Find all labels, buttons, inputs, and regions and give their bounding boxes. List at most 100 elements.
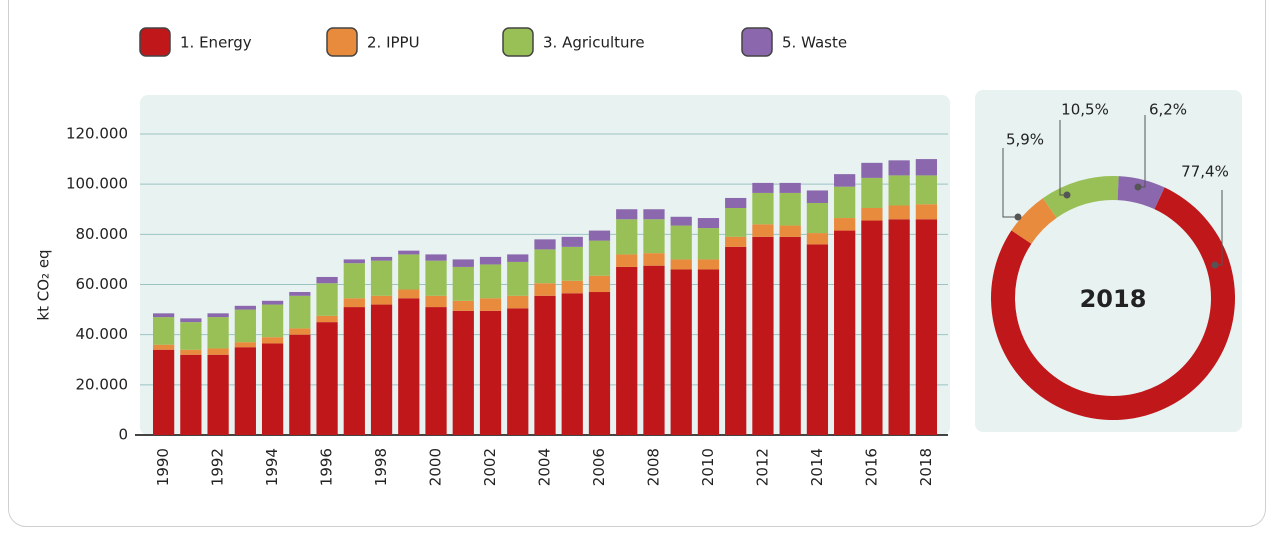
bar-segment (180, 322, 202, 350)
bar-segment (861, 162, 883, 178)
bar-segment (452, 300, 474, 311)
x-tick-label: 1990 (154, 448, 172, 486)
bar-segment (806, 233, 829, 245)
bar-segment (234, 347, 256, 435)
slice-label: 10,5% (1061, 101, 1109, 119)
bar-segment (725, 246, 747, 435)
bar-segment (561, 280, 583, 294)
bar-segment (588, 230, 611, 241)
bar-segment (152, 317, 175, 345)
bar-segment (888, 175, 910, 206)
bar-segment (643, 209, 665, 220)
bar-segment (643, 219, 665, 254)
bar-segment (425, 307, 447, 435)
x-tick-label: 1996 (318, 448, 336, 486)
bar-segment (834, 218, 856, 231)
legend-swatch (139, 27, 171, 57)
x-tick-label: 2016 (862, 448, 880, 486)
leader-dot (1063, 191, 1071, 199)
bar-segment (207, 317, 229, 349)
bar-segment (452, 310, 474, 435)
bar-segment (752, 236, 774, 435)
bar-segment (479, 298, 502, 311)
slice-label: 5,9% (1006, 131, 1044, 149)
bar-segment (725, 207, 747, 237)
x-tick-label: 1998 (372, 448, 390, 486)
bar-segment (507, 261, 529, 296)
y-tick-label: 120.000 (66, 125, 128, 143)
bar-segment (289, 334, 311, 435)
bar-segment (425, 295, 447, 308)
bar-segment (452, 259, 474, 267)
bar-segment (534, 283, 556, 296)
bar-segment (725, 197, 747, 208)
bar-segment (888, 205, 910, 220)
legend-swatch (502, 27, 534, 57)
bar-segment (152, 344, 175, 350)
bar-segment (343, 307, 365, 435)
bar-segment (888, 160, 910, 176)
x-tick-label: 2008 (644, 448, 662, 486)
donut-slice (1042, 176, 1119, 218)
bar-segment (752, 182, 774, 193)
bar-segment (152, 349, 175, 435)
bar-segment (343, 263, 365, 299)
bar-segment (534, 249, 556, 284)
leader-dot (1014, 213, 1022, 221)
y-tick-label: 100.000 (66, 175, 128, 193)
bar-segment (915, 204, 938, 220)
y-tick-label: 40.000 (76, 325, 129, 343)
x-tick-label: 2012 (753, 448, 771, 486)
bar-segment (425, 260, 447, 296)
bar-segment (180, 349, 202, 355)
bar-segment (534, 239, 556, 250)
legend-label: 5. Waste (782, 34, 847, 52)
bar-segment (234, 342, 256, 348)
bar-segment (861, 207, 883, 221)
frame (8, 0, 1266, 527)
leader-line (1002, 148, 1018, 218)
bar-segment (289, 292, 311, 296)
bar-segment (779, 192, 801, 226)
bar-segment (316, 315, 338, 323)
bar-segment (861, 177, 883, 208)
bar-segment (670, 259, 692, 270)
donut-slice (1011, 198, 1057, 244)
x-tick-label: 2004 (536, 448, 554, 486)
x-tick-label: 2018 (917, 448, 935, 486)
bar-segment (343, 259, 365, 264)
slice-label: 6,2% (1149, 101, 1187, 119)
bar-segment (861, 220, 883, 435)
x-tick-label: 1992 (209, 448, 227, 486)
bar-segment (289, 295, 311, 329)
bar-segment (398, 298, 420, 435)
leader-dot (1134, 183, 1142, 191)
bar-segment (616, 209, 638, 220)
x-tick-label: 2000 (427, 448, 445, 486)
bar-segment (234, 309, 256, 343)
bar-segment (398, 250, 420, 255)
bar-segment (425, 254, 447, 261)
bar-segment (370, 304, 393, 435)
bar-segment (180, 354, 202, 435)
bar-segment (915, 219, 938, 435)
bar-segment (261, 300, 284, 305)
bar-segment (725, 236, 747, 247)
bar-segment (234, 305, 256, 310)
x-tick-label: 1994 (263, 448, 281, 486)
bar-segment (398, 289, 420, 299)
bar-segment (616, 219, 638, 255)
donut-center-label: 2018 (1080, 285, 1147, 313)
bar-segment (207, 348, 229, 355)
bar-segment (888, 219, 910, 435)
bar-segment (370, 256, 393, 261)
bar-segment (697, 259, 720, 270)
slice-label: 77,4% (1181, 163, 1229, 181)
bar-segment (616, 254, 638, 267)
donut-background (975, 90, 1242, 432)
bar-segment (261, 337, 284, 344)
y-tick-label: 60.000 (76, 275, 129, 293)
bar-segment (779, 182, 801, 193)
bar-segment (507, 308, 529, 435)
